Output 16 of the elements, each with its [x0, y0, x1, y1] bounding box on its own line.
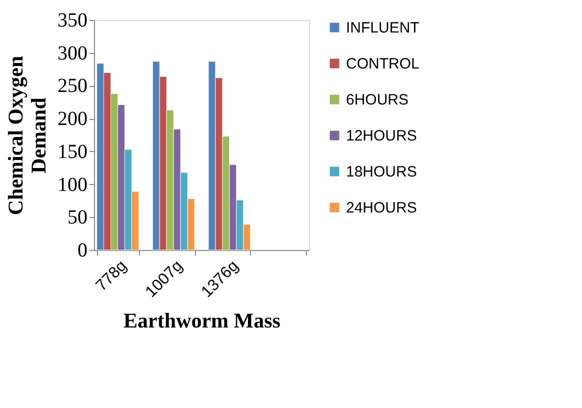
- y-tick-label: 200: [58, 108, 88, 130]
- legend-label: 6HOURS: [346, 92, 409, 108]
- x-axis-title: Earthworm Mass: [124, 308, 280, 332]
- y-tick-label: 0: [78, 240, 88, 262]
- y-tick-label: 350: [58, 10, 88, 32]
- legend-label: INFLUENT: [346, 20, 420, 36]
- legend-label: 24HOURS: [346, 200, 417, 216]
- legend-label: CONTROL: [346, 56, 420, 72]
- y-tick-label: 150: [58, 140, 88, 163]
- y-tick-label: 50: [68, 206, 88, 229]
- y-tick-label: 100: [58, 174, 88, 196]
- legend-label: 12HOURS: [346, 128, 417, 144]
- y-tick-label: 250: [58, 75, 88, 98]
- y-axis-title: Chemical Oxygen Demand: [4, 56, 50, 216]
- legend-label: 18HOURS: [346, 164, 417, 180]
- y-tick-label: 300: [58, 42, 88, 64]
